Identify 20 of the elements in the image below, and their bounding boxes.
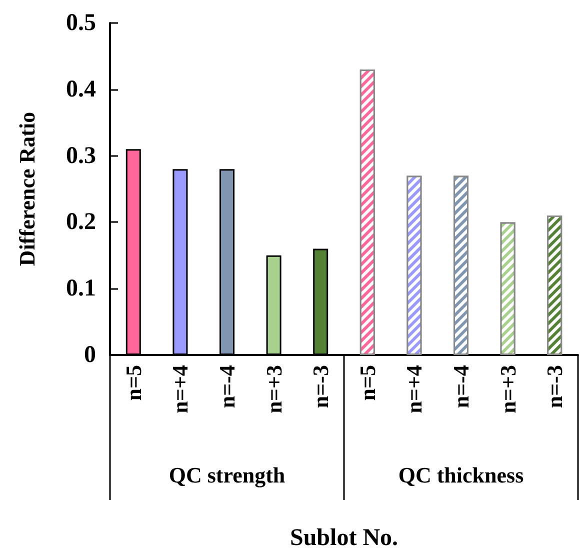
x-tick-label: n=5 xyxy=(354,365,380,401)
y-axis-title: Difference Ratio xyxy=(14,112,40,266)
x-tick-label: n=+4 xyxy=(168,365,193,414)
x-tick-label: n=5 xyxy=(120,365,146,401)
y-tick-label: 0.4 xyxy=(66,76,96,102)
x-tick-label: n=+3 xyxy=(261,365,286,414)
x-tick-label: n=-3 xyxy=(308,365,334,408)
y-tick-label: 0.1 xyxy=(66,276,96,302)
text: QC strength xyxy=(168,462,286,488)
y-tick-label: 0.3 xyxy=(66,142,96,169)
y-tick-label: 0.2 xyxy=(66,209,96,236)
x-tick-label: n=-4 xyxy=(214,365,240,408)
x-tick-label: n=-4 xyxy=(448,365,474,408)
x-tick-label: n=-3 xyxy=(542,365,568,408)
text: QC thickness xyxy=(398,462,524,488)
x-tick-label: n=+4 xyxy=(402,365,427,414)
x-tick-label: n=+3 xyxy=(495,365,520,414)
y-tick-label: 0 xyxy=(84,342,96,368)
y-tick-label: 0.5 xyxy=(66,10,96,36)
x-axis-title: Sublot No. xyxy=(290,525,398,551)
